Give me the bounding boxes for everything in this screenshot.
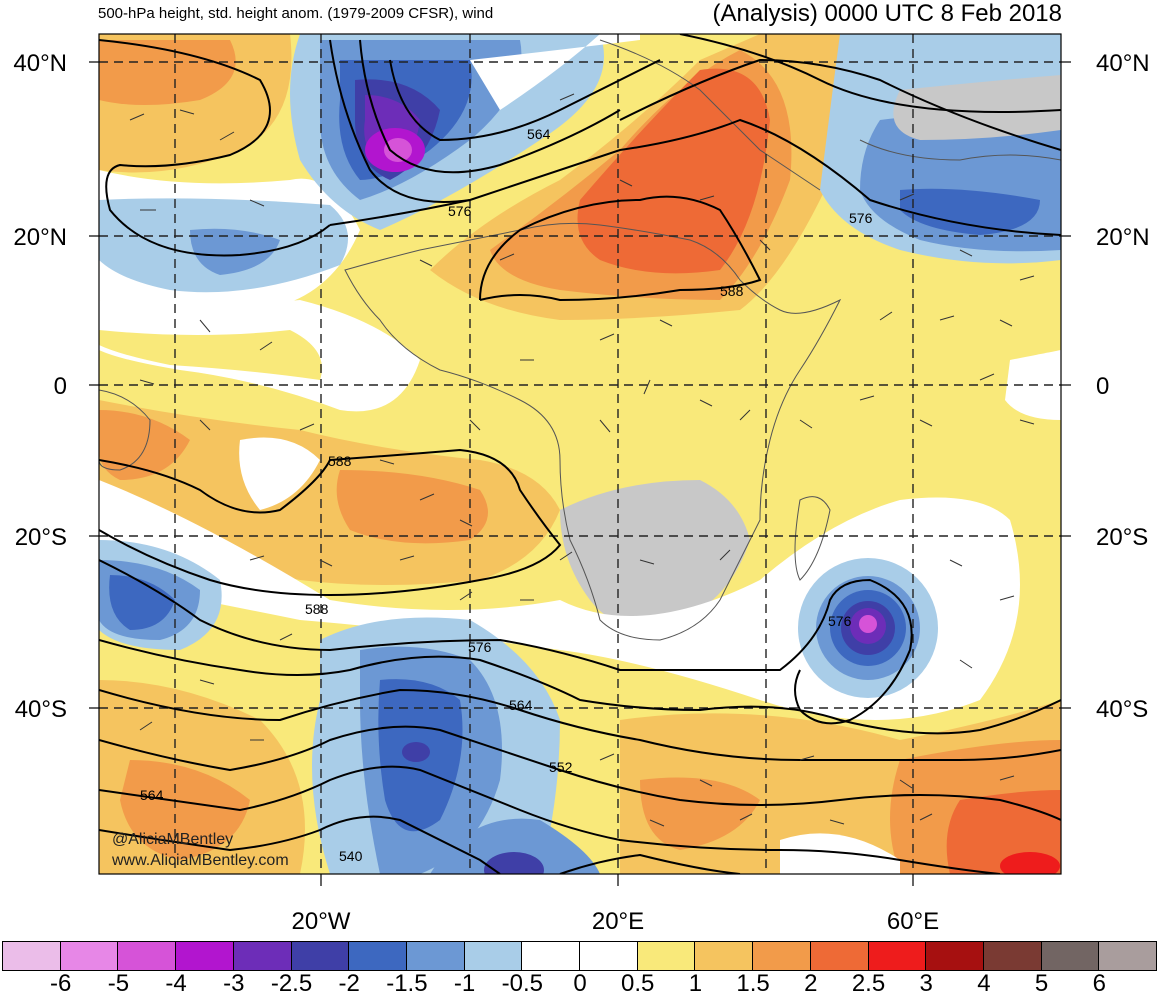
colorbar-label: 5 <box>1034 970 1049 997</box>
colorbar-label: 0.5 <box>621 970 655 997</box>
colorbar-swatch <box>117 941 177 971</box>
lat-labels-left: 40°N 20°N 0 20°S 40°S <box>13 50 67 723</box>
colorbar-labels: -6 -5 -4 -3 -2.5 -2 -1.5 -1 -0.5 0 0.5 1 1.5 2 2.5 3 4 5 6 <box>0 970 1160 999</box>
colorbar-label: 3 <box>919 970 933 997</box>
map-field: 564 576 588 576 588 588 576 576 564 552 … <box>99 34 1061 874</box>
colorbar-label: 2.5 <box>851 970 886 997</box>
contour-label: 576 <box>828 613 852 629</box>
contour-label: 564 <box>527 126 551 142</box>
colorbar-swatch <box>2 941 61 971</box>
contour-label: 576 <box>468 639 492 655</box>
colorbar-label: -3 <box>223 970 245 997</box>
lat-label: 40°N <box>13 50 67 77</box>
contour-label: 540 <box>339 848 363 864</box>
credit-url: www.AliciaMBentley.com <box>111 852 289 869</box>
lon-label: 60°E <box>887 908 939 935</box>
colorbar-swatch <box>694 941 754 971</box>
lat-label: 20°N <box>13 224 67 251</box>
colorbar-swatch <box>175 941 234 971</box>
colorbar-swatch <box>232 941 292 971</box>
contour-label: 588 <box>305 601 329 617</box>
map-title: (Analysis) 0000 UTC 8 Feb 2018 <box>712 0 1063 27</box>
lat-label: 20°S <box>15 524 67 551</box>
colorbar-label: -4 <box>165 970 187 997</box>
tick-marks <box>89 61 1071 886</box>
height-contours <box>99 34 1061 874</box>
wind-barbs <box>129 93 1035 827</box>
colorbar-swatch <box>925 941 984 971</box>
lon-label: 20°E <box>592 908 644 935</box>
contour-label: 564 <box>140 787 164 803</box>
weather-map: 564 576 588 576 588 588 576 576 564 552 … <box>13 33 1150 935</box>
colorbar-swatch <box>867 941 927 971</box>
colorbar-swatch <box>1098 941 1158 971</box>
colorbar-swatch <box>752 941 811 971</box>
colorbar-swatch <box>579 941 638 971</box>
colorbar-swatch <box>1040 941 1100 971</box>
colorbar-label: -2.5 <box>270 970 313 997</box>
map-border <box>98 33 1062 875</box>
colorbar-swatch <box>290 941 350 971</box>
lon-labels: 20°W 20°E 60°E <box>292 908 940 935</box>
colorbar-label: 1 <box>688 970 703 997</box>
contour-labels: 564 576 588 576 588 588 576 576 564 552 … <box>140 126 873 864</box>
lat-labels-right: 40°N 20°N 0 20°S 40°S <box>1096 50 1150 723</box>
graticule <box>99 34 1061 874</box>
colorbar-swatch <box>463 941 523 971</box>
colorbar-label: -1.5 <box>386 970 428 997</box>
colorbar-label: 2 <box>804 970 818 997</box>
colorbar-swatch <box>405 941 465 971</box>
lat-label: 40°S <box>1096 696 1148 723</box>
lat-label: 40°S <box>15 696 67 723</box>
colorbar-swatch <box>809 941 869 971</box>
lat-label: 20°N <box>1096 224 1150 251</box>
map-subtitle: 500-hPa height, std. height anom. (1979-… <box>98 5 494 22</box>
colorbar-swatch <box>636 941 696 971</box>
contour-label: 588 <box>720 283 744 299</box>
colorbar <box>2 941 1158 971</box>
colorbar-label: -5 <box>107 970 130 997</box>
colorbar-swatch <box>348 941 407 971</box>
contour-label: 576 <box>849 210 873 226</box>
contour-label: 552 <box>549 759 573 775</box>
colorbar-swatch <box>59 941 119 971</box>
coastlines <box>99 39 1061 641</box>
lat-label: 20°S <box>1096 524 1148 551</box>
anomaly-shading <box>99 34 1061 874</box>
colorbar-label: -0.5 <box>501 970 543 997</box>
lat-label: 40°N <box>1096 50 1150 77</box>
colorbar-label: -1 <box>453 970 476 997</box>
colorbar-label: -2 <box>338 970 360 997</box>
lon-label: 20°W <box>292 908 351 935</box>
colorbar-swatch <box>982 941 1042 971</box>
credit-handle: @AliciaMBentley <box>112 831 233 848</box>
colorbar-label: 4 <box>977 970 991 997</box>
colorbar-swatch <box>521 941 581 971</box>
contour-label: 576 <box>448 203 472 219</box>
colorbar-label: 0 <box>573 970 587 997</box>
colorbar-label: 1.5 <box>736 970 770 997</box>
contour-label: 588 <box>328 453 352 469</box>
colorbar-label: -6 <box>50 970 72 997</box>
colorbar-label: 6 <box>1092 970 1106 997</box>
contour-label: 564 <box>509 697 533 713</box>
lat-label: 0 <box>54 373 67 400</box>
lat-label: 0 <box>1096 373 1109 400</box>
